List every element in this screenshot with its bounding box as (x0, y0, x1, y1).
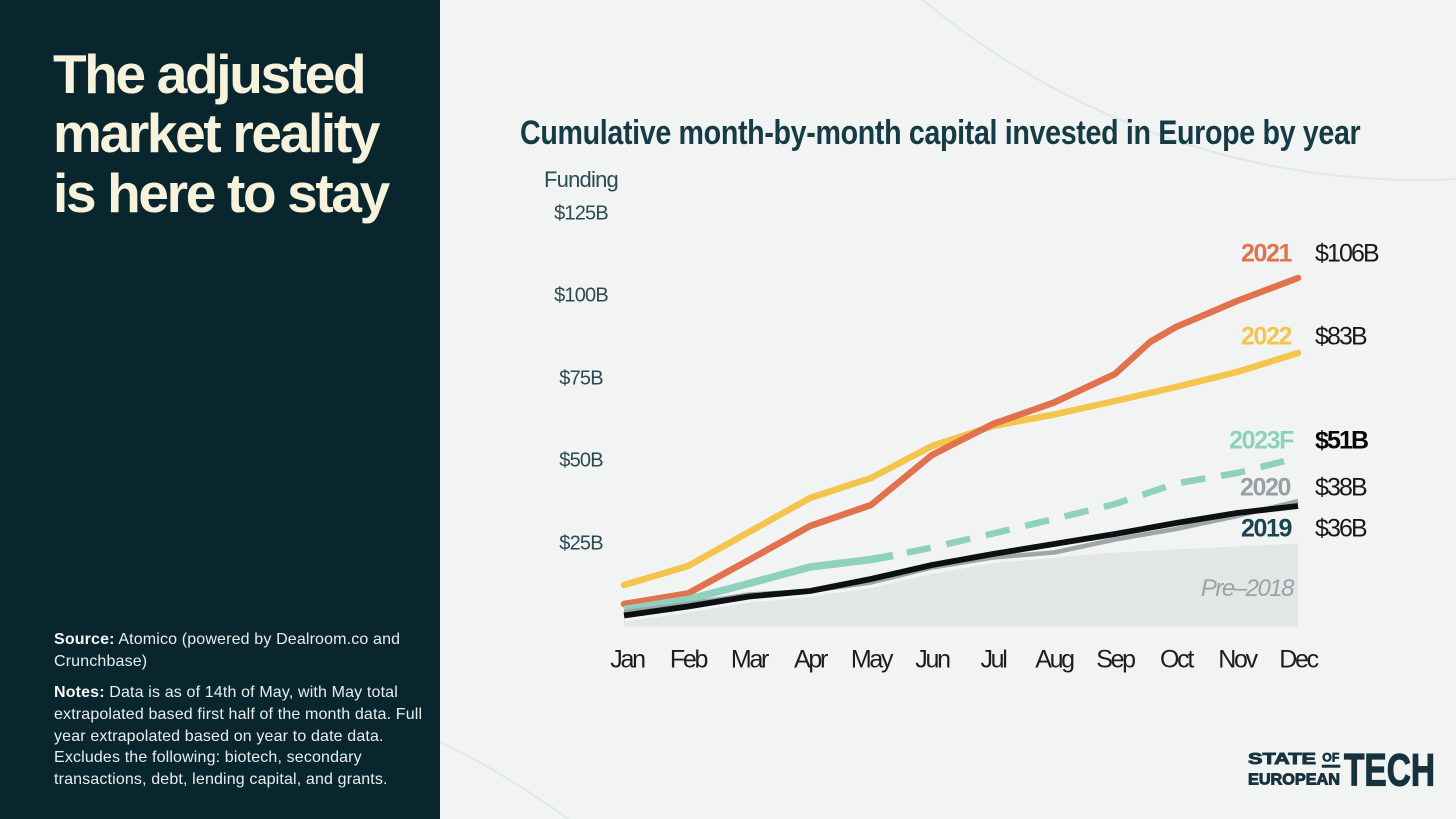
svg-text:EUROPEAN: EUROPEAN (1248, 772, 1340, 789)
svg-text:STATE: STATE (1248, 751, 1316, 768)
svg-text:OF: OF (1322, 751, 1339, 765)
svg-text:TECH: TECH (1344, 744, 1435, 795)
